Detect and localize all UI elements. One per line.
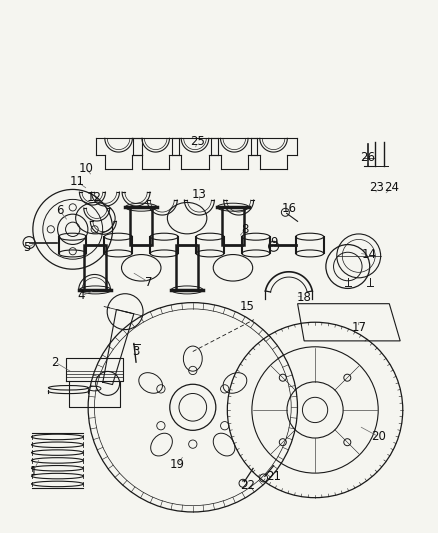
Text: 26: 26 bbox=[360, 151, 375, 164]
Text: 9: 9 bbox=[270, 236, 277, 249]
Text: 5: 5 bbox=[23, 241, 31, 254]
Text: 24: 24 bbox=[384, 181, 399, 195]
Text: 20: 20 bbox=[371, 430, 386, 443]
Text: 19: 19 bbox=[170, 458, 185, 471]
Text: 1: 1 bbox=[30, 465, 37, 478]
Text: 2: 2 bbox=[52, 356, 59, 369]
Text: 11: 11 bbox=[70, 175, 85, 188]
Text: 13: 13 bbox=[192, 188, 207, 201]
Text: 16: 16 bbox=[281, 201, 297, 215]
Text: 15: 15 bbox=[240, 300, 255, 313]
Text: 4: 4 bbox=[78, 289, 85, 302]
Text: 25: 25 bbox=[190, 135, 205, 148]
Text: 14: 14 bbox=[362, 248, 377, 261]
Text: 6: 6 bbox=[56, 204, 64, 217]
Text: 22: 22 bbox=[240, 479, 255, 492]
Text: 7: 7 bbox=[145, 276, 153, 289]
Text: 18: 18 bbox=[297, 291, 311, 304]
Text: 21: 21 bbox=[266, 470, 281, 483]
Text: 17: 17 bbox=[351, 321, 366, 334]
Text: 3: 3 bbox=[132, 345, 140, 358]
Text: 23: 23 bbox=[370, 181, 385, 195]
Text: 10: 10 bbox=[78, 161, 93, 175]
Text: 12: 12 bbox=[87, 191, 102, 204]
Text: 8: 8 bbox=[241, 223, 249, 236]
